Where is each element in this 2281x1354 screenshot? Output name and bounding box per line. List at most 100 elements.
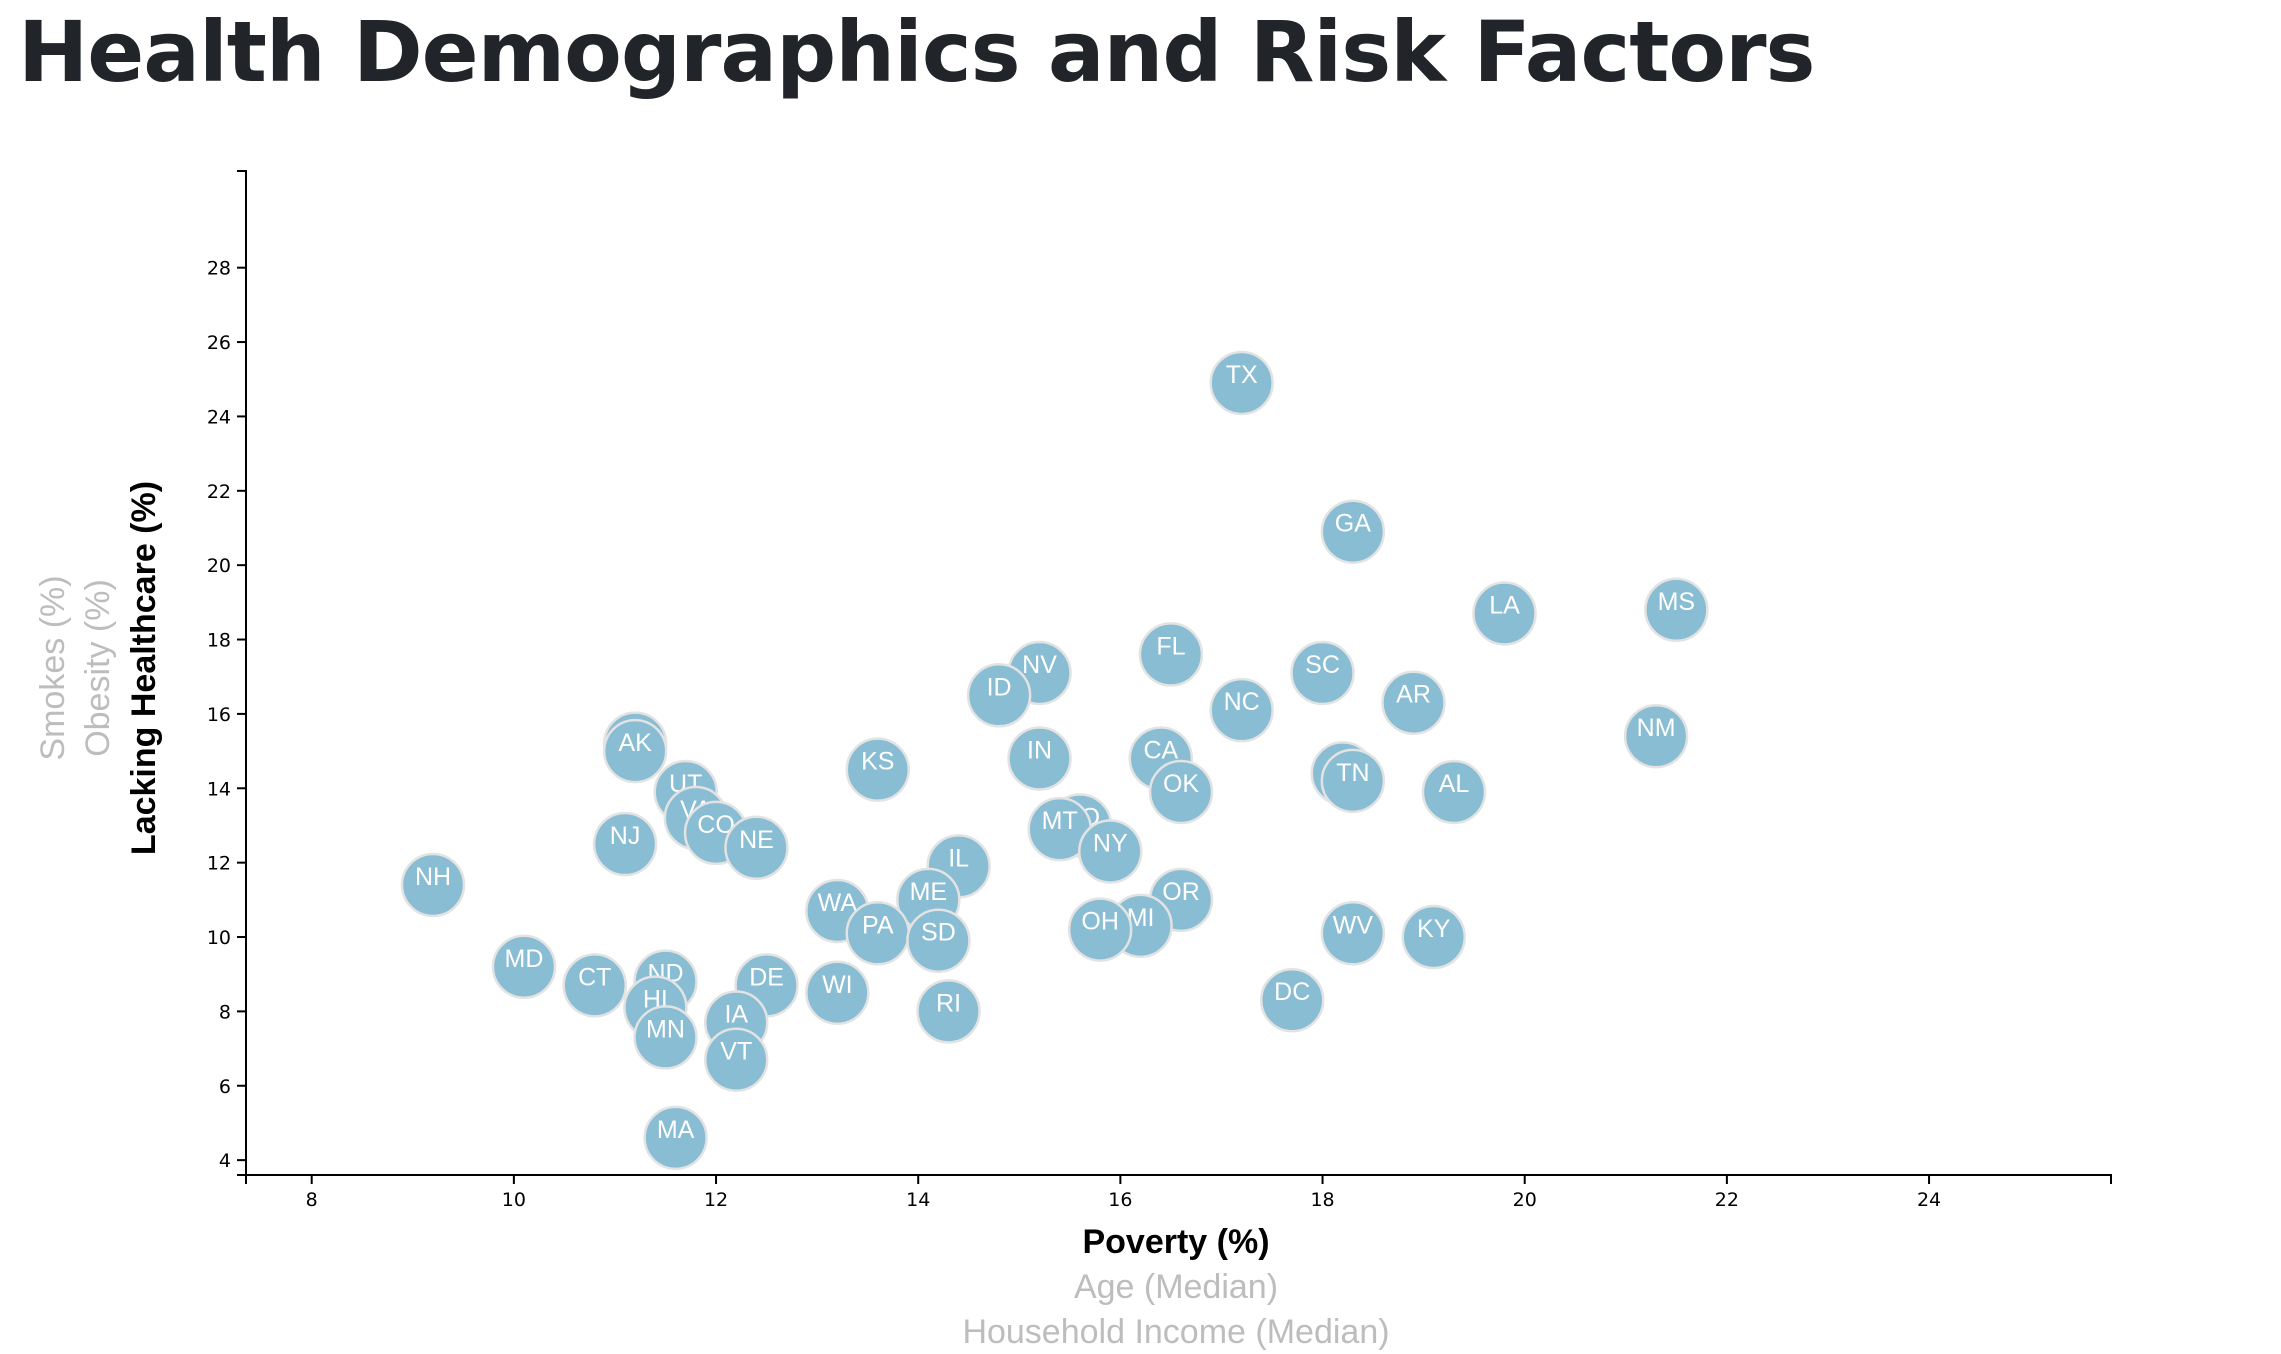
state-abbr-label: RI xyxy=(936,989,961,1017)
y-axis-label-smokes[interactable]: Smokes (%) xyxy=(34,575,72,760)
state-circle[interactable] xyxy=(1259,967,1325,1033)
state-circle[interactable] xyxy=(400,852,466,918)
state-circle[interactable] xyxy=(845,737,911,802)
state-point-ga[interactable]: GA xyxy=(1320,499,1386,564)
state-circle[interactable] xyxy=(592,811,658,877)
state-point-wv[interactable]: WV xyxy=(1320,901,1386,966)
y-tick-label: 28 xyxy=(207,258,231,280)
state-abbr-label: OK xyxy=(1163,770,1199,798)
state-abbr-label: SC xyxy=(1305,651,1340,679)
state-point-ct[interactable]: CT xyxy=(562,953,627,1018)
state-point-ak[interactable]: AK xyxy=(602,718,668,784)
x-tick-label: 16 xyxy=(1108,1189,1132,1211)
state-point-nc[interactable]: NC xyxy=(1209,677,1274,743)
state-abbr-label: KS xyxy=(861,748,894,776)
state-abbr-label: MS xyxy=(1658,588,1696,616)
state-abbr-label: WA xyxy=(818,889,858,917)
state-abbr-label: NY xyxy=(1093,829,1128,857)
state-point-id[interactable]: ID xyxy=(966,663,1032,728)
state-circle[interactable] xyxy=(724,815,789,881)
state-point-sc[interactable]: SC xyxy=(1290,640,1355,706)
state-circle[interactable] xyxy=(602,718,668,784)
state-circle[interactable] xyxy=(1209,350,1274,416)
state-point-ny[interactable]: NY xyxy=(1078,819,1143,884)
state-abbr-label: MA xyxy=(657,1116,695,1144)
x-axis: 8 10 12 14 16 18 20 22 24 xyxy=(245,1174,2112,1211)
state-circle[interactable] xyxy=(643,1105,708,1171)
state-point-wi[interactable]: WI xyxy=(805,960,870,1026)
x-axis-label-income[interactable]: Household Income (Median) xyxy=(962,1313,1389,1351)
x-axis-labels: Poverty (%) Age (Median) Household Incom… xyxy=(962,1223,1389,1351)
y-axis: 4 6 8 10 12 14 16 18 20 22 24 26 28 xyxy=(207,170,247,1176)
state-point-nh[interactable]: NH xyxy=(400,852,466,918)
x-tick-label: 14 xyxy=(906,1189,930,1211)
state-point-ri[interactable]: RI xyxy=(916,979,981,1044)
state-point-pa[interactable]: PA xyxy=(845,901,911,966)
state-point-md[interactable]: MD xyxy=(491,934,557,1000)
state-abbr-label: MD xyxy=(505,945,544,973)
state-point-ok[interactable]: OK xyxy=(1148,759,1214,825)
state-point-ms[interactable]: MS xyxy=(1644,577,1709,643)
y-tick-label: 14 xyxy=(207,778,231,800)
state-circle[interactable] xyxy=(1067,897,1133,962)
state-circle[interactable] xyxy=(704,1027,769,1092)
state-circle[interactable] xyxy=(1290,640,1355,706)
state-point-fl[interactable]: FL xyxy=(1138,622,1204,687)
state-point-ky[interactable]: KY xyxy=(1401,904,1466,970)
state-point-tn[interactable]: TN xyxy=(1320,748,1386,814)
state-circle[interactable] xyxy=(1401,904,1466,970)
state-abbr-label: NV xyxy=(1022,651,1057,679)
state-circle[interactable] xyxy=(491,934,557,1000)
x-axis-label-poverty[interactable]: Poverty (%) xyxy=(1082,1223,1269,1261)
state-point-oh[interactable]: OH xyxy=(1067,897,1133,962)
y-axis-labels: Lacking Healthcare (%) Obesity (%) Smoke… xyxy=(34,481,163,855)
state-point-mn[interactable]: MN xyxy=(633,1005,698,1070)
state-abbr-label: OR xyxy=(1162,878,1200,906)
state-circle[interactable] xyxy=(966,663,1032,728)
state-point-nj[interactable]: NJ xyxy=(592,811,658,877)
x-tick-label: 22 xyxy=(1715,1189,1739,1211)
state-point-la[interactable]: LA xyxy=(1472,581,1537,646)
state-point-al[interactable]: AL xyxy=(1421,759,1487,825)
state-point-vt[interactable]: VT xyxy=(704,1027,769,1092)
state-circle[interactable] xyxy=(1320,499,1386,564)
state-circle[interactable] xyxy=(562,953,627,1018)
state-circle[interactable] xyxy=(1209,677,1274,743)
state-circle[interactable] xyxy=(1007,726,1072,791)
state-circle[interactable] xyxy=(1644,577,1709,643)
state-point-ne[interactable]: NE xyxy=(724,815,789,881)
state-circle[interactable] xyxy=(1138,622,1204,687)
state-point-ks[interactable]: KS xyxy=(845,737,911,802)
state-circle[interactable] xyxy=(906,908,971,973)
state-abbr-label: WI xyxy=(822,971,853,999)
state-point-in[interactable]: IN xyxy=(1007,726,1072,791)
state-circle[interactable] xyxy=(916,979,981,1044)
state-circle[interactable] xyxy=(1320,748,1386,814)
state-abbr-label: FL xyxy=(1156,632,1185,660)
state-point-nm[interactable]: NM xyxy=(1623,703,1689,769)
state-abbr-label: AK xyxy=(618,729,652,757)
state-point-sd[interactable]: SD xyxy=(906,908,971,973)
state-abbr-label: IN xyxy=(1027,737,1052,765)
state-abbr-label: PA xyxy=(862,911,894,939)
state-circle[interactable] xyxy=(1472,581,1537,646)
state-circle[interactable] xyxy=(1623,703,1689,769)
state-circle[interactable] xyxy=(1320,901,1386,966)
state-abbr-label: SD xyxy=(921,919,956,947)
state-circle[interactable] xyxy=(1381,670,1446,735)
state-circle[interactable] xyxy=(1148,759,1214,825)
state-point-ma[interactable]: MA xyxy=(643,1105,708,1171)
state-circle[interactable] xyxy=(805,960,870,1026)
y-axis-label-obesity[interactable]: Obesity (%) xyxy=(79,579,117,757)
state-circle[interactable] xyxy=(1078,819,1143,884)
state-circle[interactable] xyxy=(1421,759,1487,825)
x-axis-label-age[interactable]: Age (Median) xyxy=(1074,1268,1278,1306)
state-point-tx[interactable]: TX xyxy=(1209,350,1274,416)
state-abbr-label: VT xyxy=(720,1038,752,1066)
state-point-ar[interactable]: AR xyxy=(1381,670,1446,735)
y-axis-label-healthcare[interactable]: Lacking Healthcare (%) xyxy=(125,481,163,855)
state-abbr-label: MT xyxy=(1042,807,1078,835)
state-point-dc[interactable]: DC xyxy=(1259,967,1325,1033)
state-circle[interactable] xyxy=(633,1005,698,1070)
